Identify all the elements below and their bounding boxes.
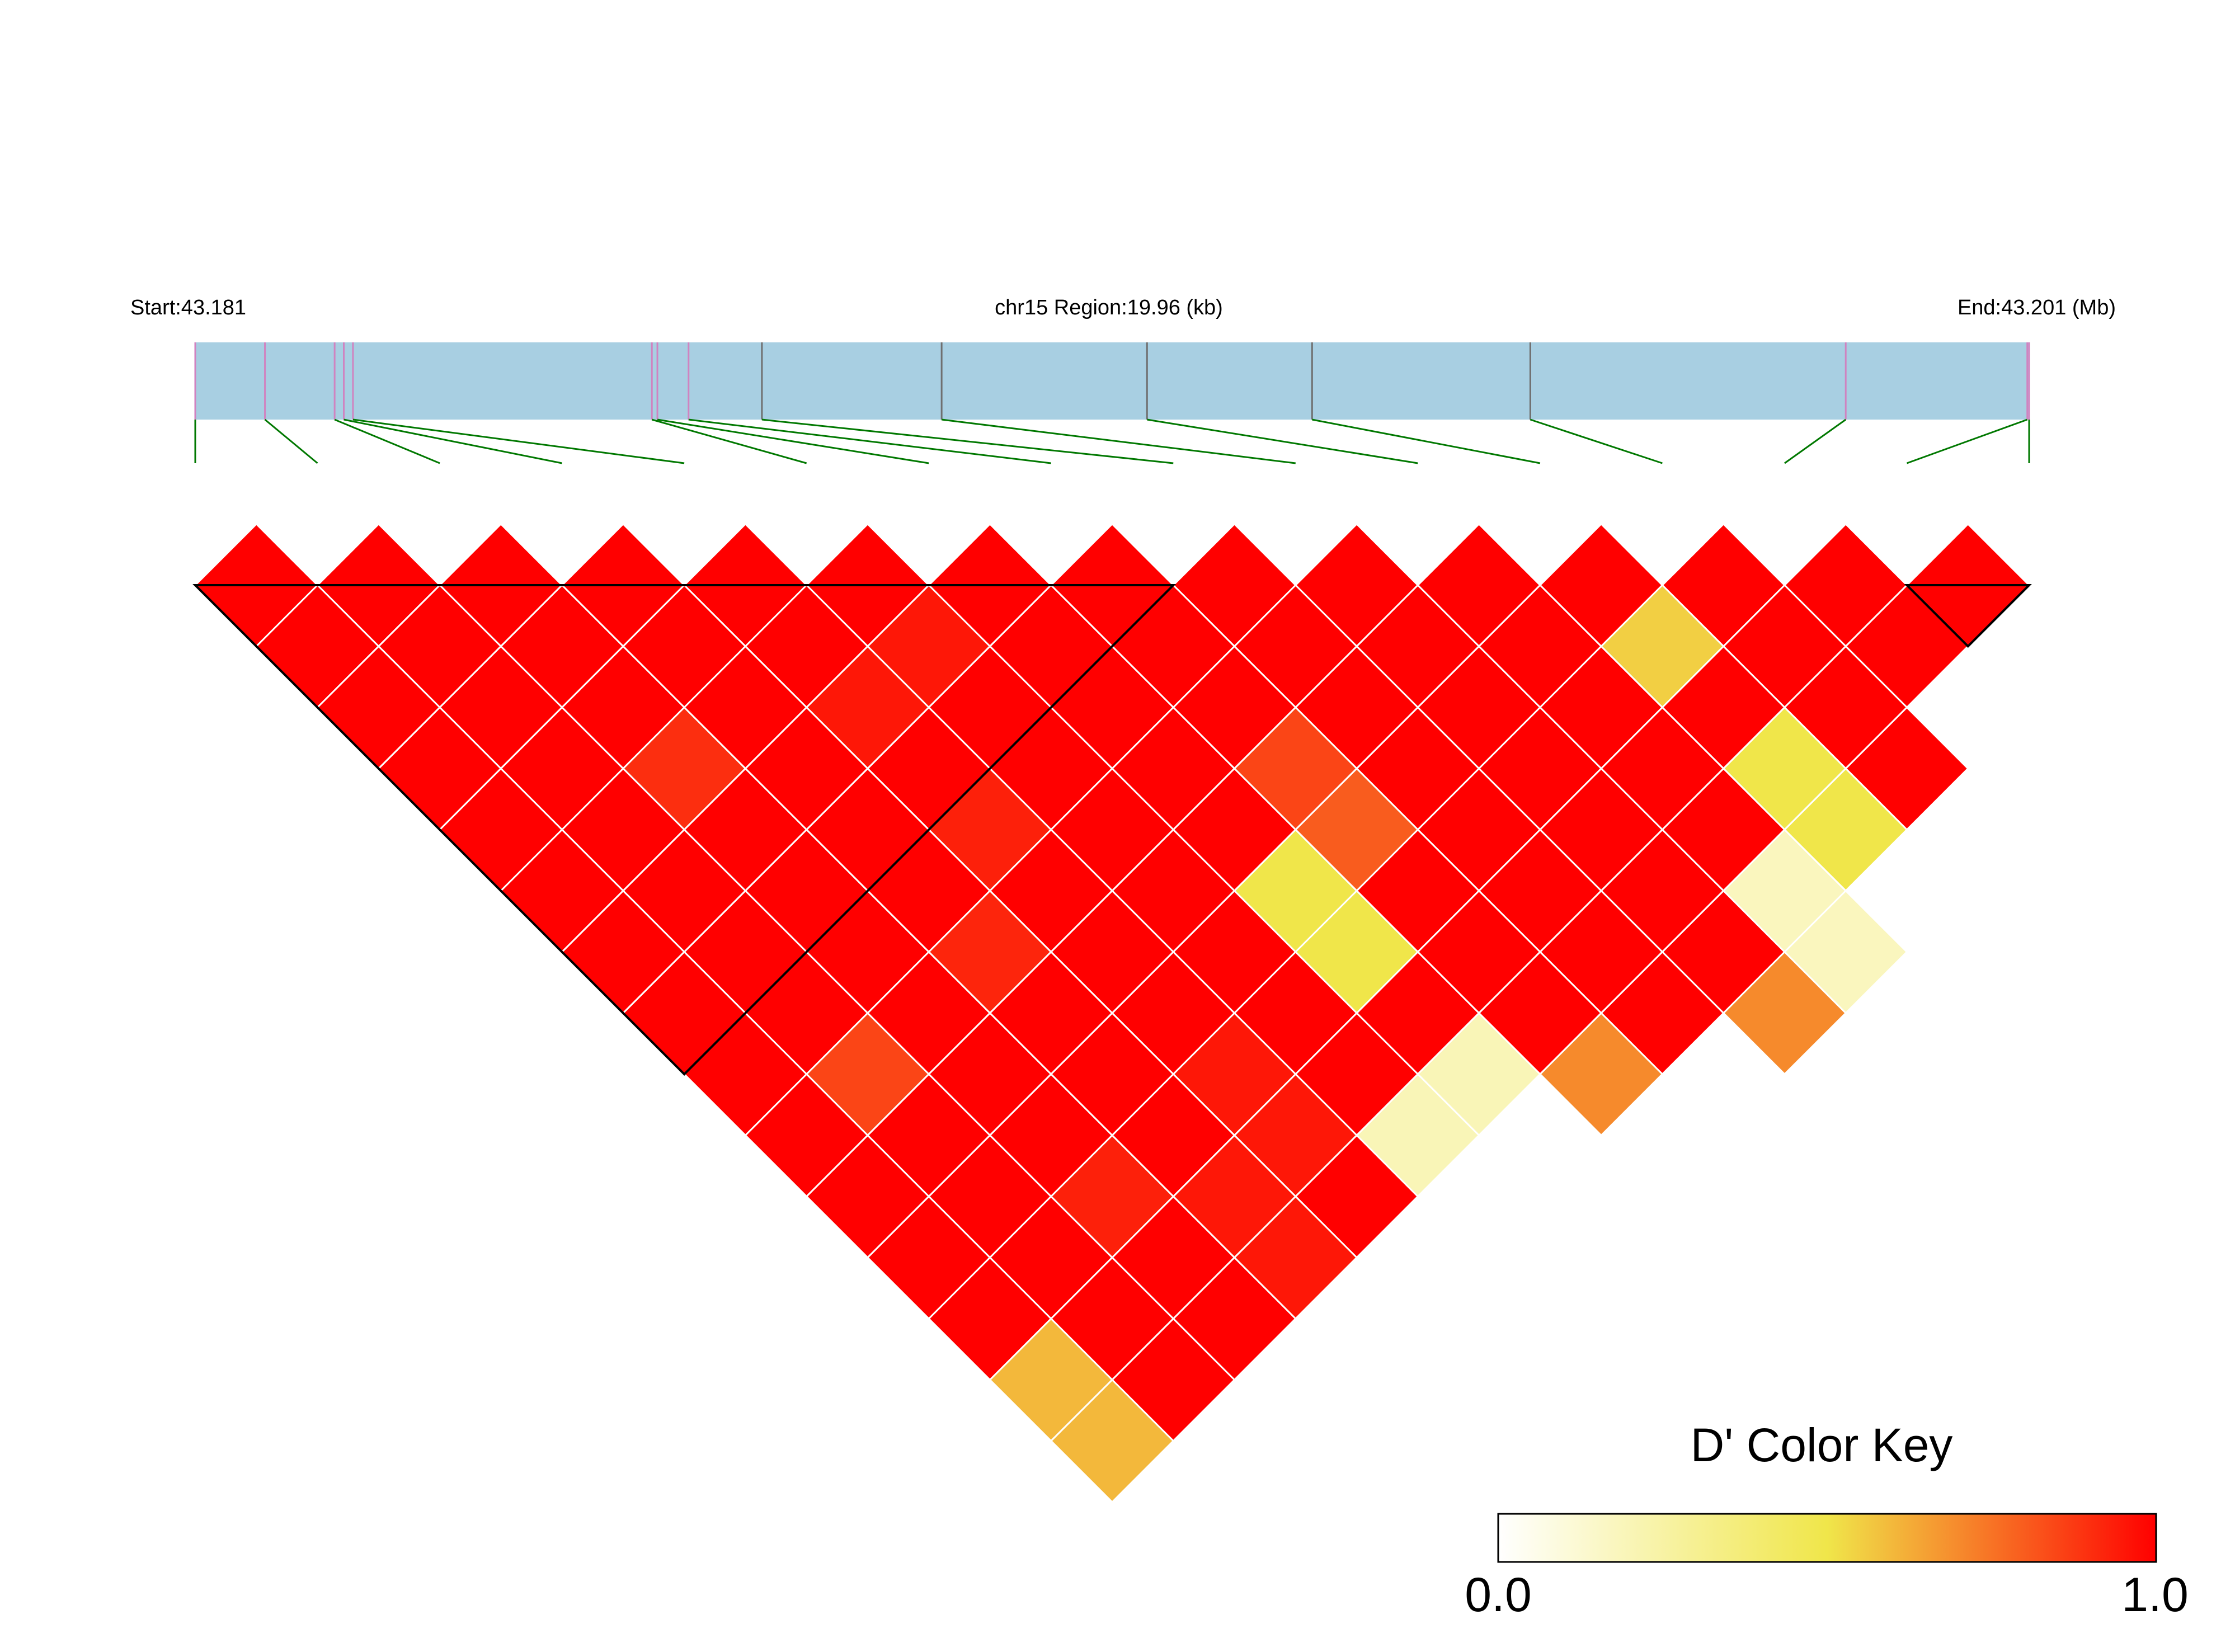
snp-connector-line: [657, 418, 929, 464]
color-key-max-label: 1.0: [2121, 1568, 2189, 1622]
ld-cell: [1538, 1011, 1664, 1137]
snp-connector-line: [1312, 418, 1541, 464]
region-start-label: Start:43.181: [130, 296, 246, 319]
color-key: D' Color Key 0.0 1.0: [1465, 1419, 2189, 1622]
snp-connector-line: [1147, 418, 1418, 464]
snp-connector-line: [651, 418, 807, 464]
snp-connector-line: [344, 418, 562, 464]
snp-connector-line: [1530, 418, 1663, 464]
snp-connector-line: [941, 418, 1296, 464]
color-key-min-label: 0.0: [1465, 1568, 1532, 1622]
color-key-gradient: [1497, 1513, 2157, 1563]
snp-connector-line: [1906, 418, 2028, 464]
color-key-title: D' Color Key: [1691, 1419, 1953, 1471]
haplotype-block-outline: [1904, 584, 2032, 648]
snp-connector-line: [761, 418, 1174, 464]
snp-markers: [194, 342, 2030, 420]
snp-connector-line: [264, 418, 318, 464]
snp-connector-lines: [194, 418, 2030, 464]
region-bar: [195, 342, 2029, 420]
snp-connector-line: [352, 418, 685, 464]
snp-connector-line: [334, 418, 440, 464]
haplotype-block-outline: [192, 584, 1177, 1076]
snp-connector-line: [1784, 418, 1847, 464]
snp-connector-line: [688, 418, 1051, 464]
ld-cell: [1722, 950, 1847, 1076]
ld-cells: [194, 523, 2031, 1504]
haplotype-blocks: [192, 584, 2032, 1076]
region-title: chr15 Region:19.96 (kb): [995, 296, 1223, 319]
ld-cell: [1050, 1378, 1175, 1504]
region-end-label: End:43.201 (Mb): [1958, 296, 2116, 319]
